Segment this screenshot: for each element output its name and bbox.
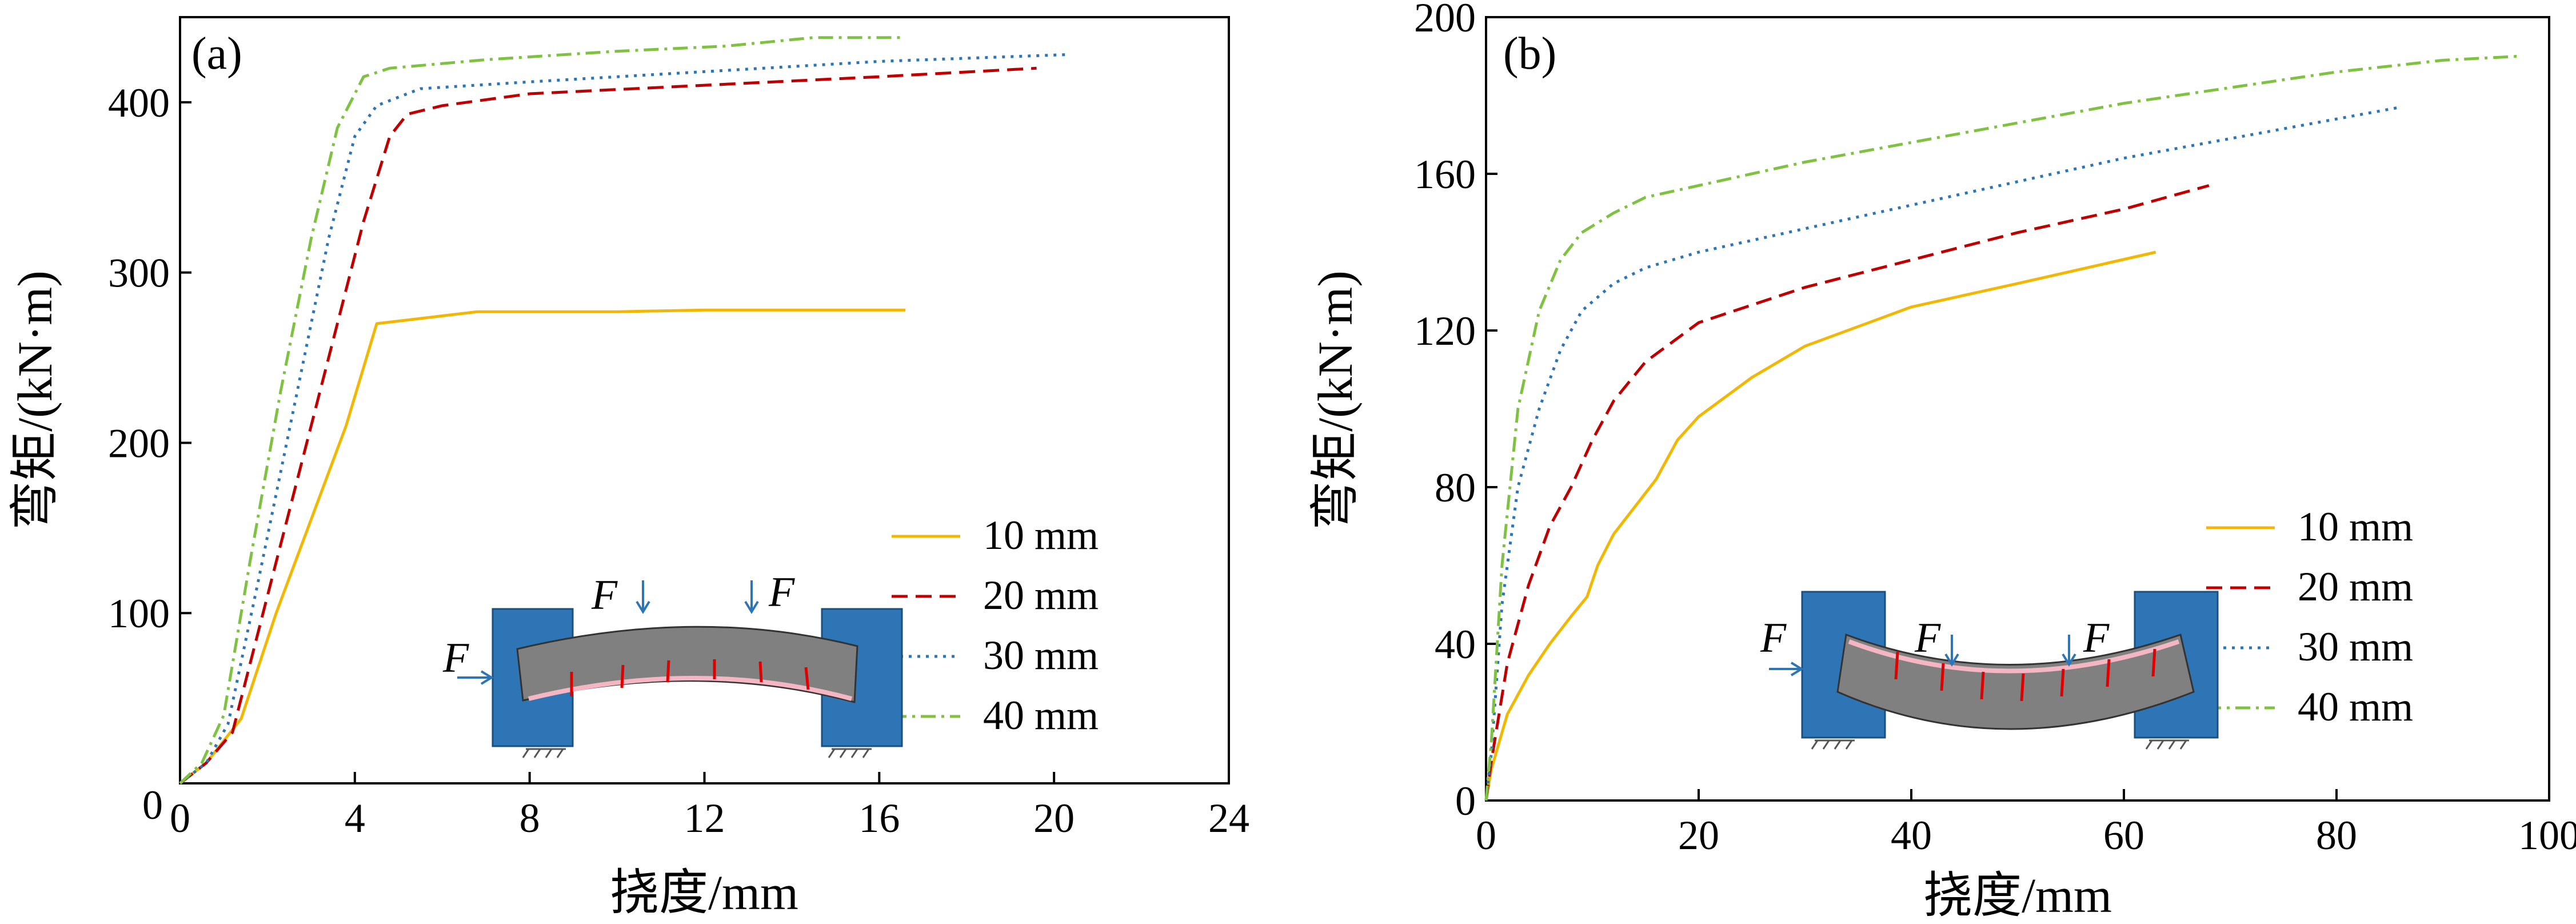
panel-a-y-axis-label: 弯矩/(kN·m): [7, 270, 62, 530]
panel-a-legend-label: 10 mm: [983, 512, 1099, 558]
panel-a-legend-label: 40 mm: [983, 692, 1099, 738]
panel-a-y-tick-label: 100: [108, 591, 170, 636]
panel-a-y-tick-label: 400: [108, 80, 170, 126]
inset-a-crack: [758, 661, 763, 683]
panel-a-x-tick-label: 16: [858, 795, 900, 841]
inset-b-crack: [2020, 673, 2025, 702]
panel-a-x-axis-label: 挠度/mm: [610, 865, 798, 920]
inset-b-arrow-left: [1944, 635, 1959, 667]
inset-b-crack: [2151, 648, 2156, 677]
panel-b-ticks: 0 20 40 60 80 100 0 40 80 120 160 200: [1414, 0, 2576, 858]
inset-a-crack: [804, 667, 810, 690]
panel-b-legend-label: 30 mm: [2298, 624, 2413, 670]
panel-b-plot-frame: [1485, 16, 2550, 802]
panel-b-y-tick-label: 40: [1435, 622, 1476, 667]
panel-a-series-2-line: [179, 66, 1037, 784]
inset-a-cracks: [570, 659, 810, 696]
panel-a-origin-label: 0: [142, 782, 163, 828]
panel-b-legend: 10 mm 20 mm 30 mm 40 mm: [2206, 504, 2413, 730]
panel-a-series-group: [179, 36, 1068, 784]
panel-b-y-axis-label: 弯矩/(kN·m): [1308, 270, 1363, 530]
panel-a-series-1-line: [179, 308, 906, 784]
inset-a-arrow-left: [636, 580, 650, 614]
panel-a-x-tick-label: 24: [1208, 795, 1249, 841]
panel-b: 0 20 40 60 80 100 0 40 80 120 160 200 (b) 挠度/mm 弯矩/…: [1308, 0, 2576, 923]
inset-b-crack: [2106, 659, 2111, 687]
inset-a-arrow-right: [744, 580, 759, 614]
panel-b-legend-label: 20 mm: [2298, 564, 2413, 610]
inset-b-force-side: F: [1760, 615, 1787, 662]
panel-a-x-tick-label: 4: [345, 795, 365, 841]
panel-a-x-tick-label: 12: [684, 795, 725, 841]
panel-b-x-tick-label: 20: [1678, 813, 1719, 858]
panel-a: 0 4 8 12 16 20 24 100 200 300 400 0 (a) 挠度/mm 弯矩/(k…: [7, 16, 1249, 920]
panel-a-series-3-line: [179, 53, 1068, 784]
inset-b-arrow-side: [1769, 662, 1804, 676]
panel-b-series-2-line: [1484, 184, 2210, 801]
panel-a-x-tick-label: 8: [520, 795, 540, 841]
panel-a-legend-label: 20 mm: [983, 572, 1099, 618]
panel-a-legend: 10 mm 20 mm 30 mm 40 mm: [892, 512, 1099, 738]
inset-a-force-side: F: [442, 635, 469, 682]
inset-b-beam-reinforcement: [1848, 639, 2180, 674]
panel-b-x-axis-label: 挠度/mm: [1923, 868, 2112, 923]
panel-a-label: (a): [191, 29, 242, 79]
inset-b-ground-right: [2145, 739, 2189, 750]
inset-a-crack: [620, 664, 625, 688]
panel-b-specimen-inset: F F F: [1760, 591, 2219, 750]
inset-b-crack: [1894, 651, 1899, 680]
panel-a-specimen-inset: F F F: [442, 569, 903, 758]
panel-b-series-1-line: [1484, 250, 2156, 801]
panel-b-series-4-line: [1484, 55, 2518, 801]
panel-b-legend-label: 40 mm: [2298, 684, 2413, 730]
panel-b-y-tick-label: 0: [1455, 778, 1476, 824]
panel-a-x-tick-label: 20: [1033, 795, 1075, 841]
panel-b-y-tick-label: 80: [1435, 465, 1476, 511]
inset-b-arrow-right: [2062, 635, 2076, 667]
panel-a-ticks: 0 4 8 12 16 20 24 100 200 300 400 0: [108, 80, 1249, 841]
inset-a-crack: [666, 660, 670, 683]
inset-b-cracks: [1894, 648, 2156, 702]
inset-b-crack: [1940, 663, 1945, 691]
inset-b-force-left: F: [1914, 615, 1941, 662]
panel-b-x-tick-label: 80: [2316, 813, 2357, 858]
inset-a-force-right: F: [768, 569, 795, 616]
panel-b-x-tick-label: 100: [2518, 813, 2576, 858]
inset-b-force-right: F: [2083, 615, 2110, 662]
panel-a-series-4-line: [179, 36, 901, 784]
inset-b-ground-left: [1811, 739, 1855, 750]
inset-a-ground-left: [522, 748, 566, 758]
panel-b-x-tick-label: 40: [1891, 813, 1932, 858]
inset-b-beam: [1836, 633, 2195, 730]
inset-a-force-left: F: [591, 572, 618, 619]
panel-b-y-tick-label: 120: [1414, 308, 1476, 354]
panel-a-y-tick-label: 200: [108, 420, 170, 466]
panel-b-x-tick-label: 60: [2103, 813, 2144, 858]
inset-a-ground-right: [828, 748, 872, 758]
panel-b-x-tick-label: 0: [1476, 813, 1496, 858]
inset-b-crack: [1980, 671, 1985, 700]
panel-a-x-tick-label: 0: [170, 795, 190, 841]
panel-b-series-3-line: [1484, 106, 2401, 801]
panel-a-y-tick-label: 300: [108, 250, 170, 296]
panel-a-legend-label: 30 mm: [983, 632, 1099, 678]
panel-b-legend-label: 10 mm: [2298, 504, 2413, 549]
inset-b-crack: [2060, 668, 2065, 697]
panel-b-y-tick-label: 160: [1414, 152, 1476, 197]
panel-b-series-group: [1484, 55, 2518, 801]
panel-b-label: (b): [1503, 29, 1556, 79]
inset-a-arrow-side: [457, 670, 494, 685]
panel-b-y-tick-label: 200: [1414, 0, 1476, 41]
